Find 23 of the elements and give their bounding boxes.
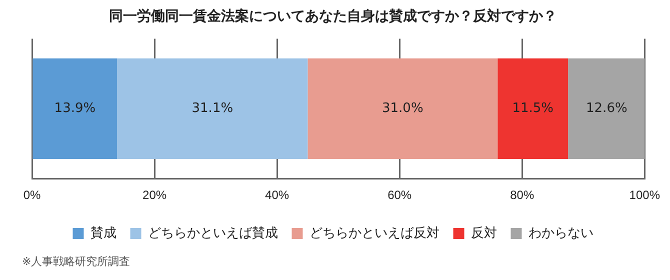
legend-label: 賛成 — [90, 225, 116, 240]
data-label: 31.0% — [382, 101, 424, 116]
x-tick-label: 40% — [265, 188, 290, 202]
x-tick-label: 60% — [388, 188, 412, 202]
data-label: 11.5% — [512, 101, 554, 116]
data-label: 13.9% — [54, 101, 96, 116]
data-label: 12.6% — [586, 101, 628, 116]
data-label: 31.1% — [192, 101, 234, 116]
legend-label: わからない — [528, 225, 594, 240]
x-tick-label: 20% — [142, 188, 167, 202]
bar — [498, 58, 568, 160]
bar — [117, 58, 308, 160]
x-tick-label: 0% — [23, 188, 41, 202]
x-tick-label: 100% — [629, 188, 660, 202]
legend-label: 反対 — [470, 225, 497, 240]
bar — [32, 58, 118, 160]
legend-label: どちらかといえば賛成 — [148, 225, 278, 240]
legend-label: どちらかといえば反対 — [309, 225, 440, 240]
bar — [308, 58, 498, 160]
chart-title: 同一労働同一賃金法案についてあなた自身は賛成ですか？反対ですか？ — [109, 7, 557, 24]
bar — [568, 58, 645, 160]
x-tick-label: 80% — [510, 188, 534, 202]
text: ※人事戦略研究所調査 — [22, 254, 130, 269]
